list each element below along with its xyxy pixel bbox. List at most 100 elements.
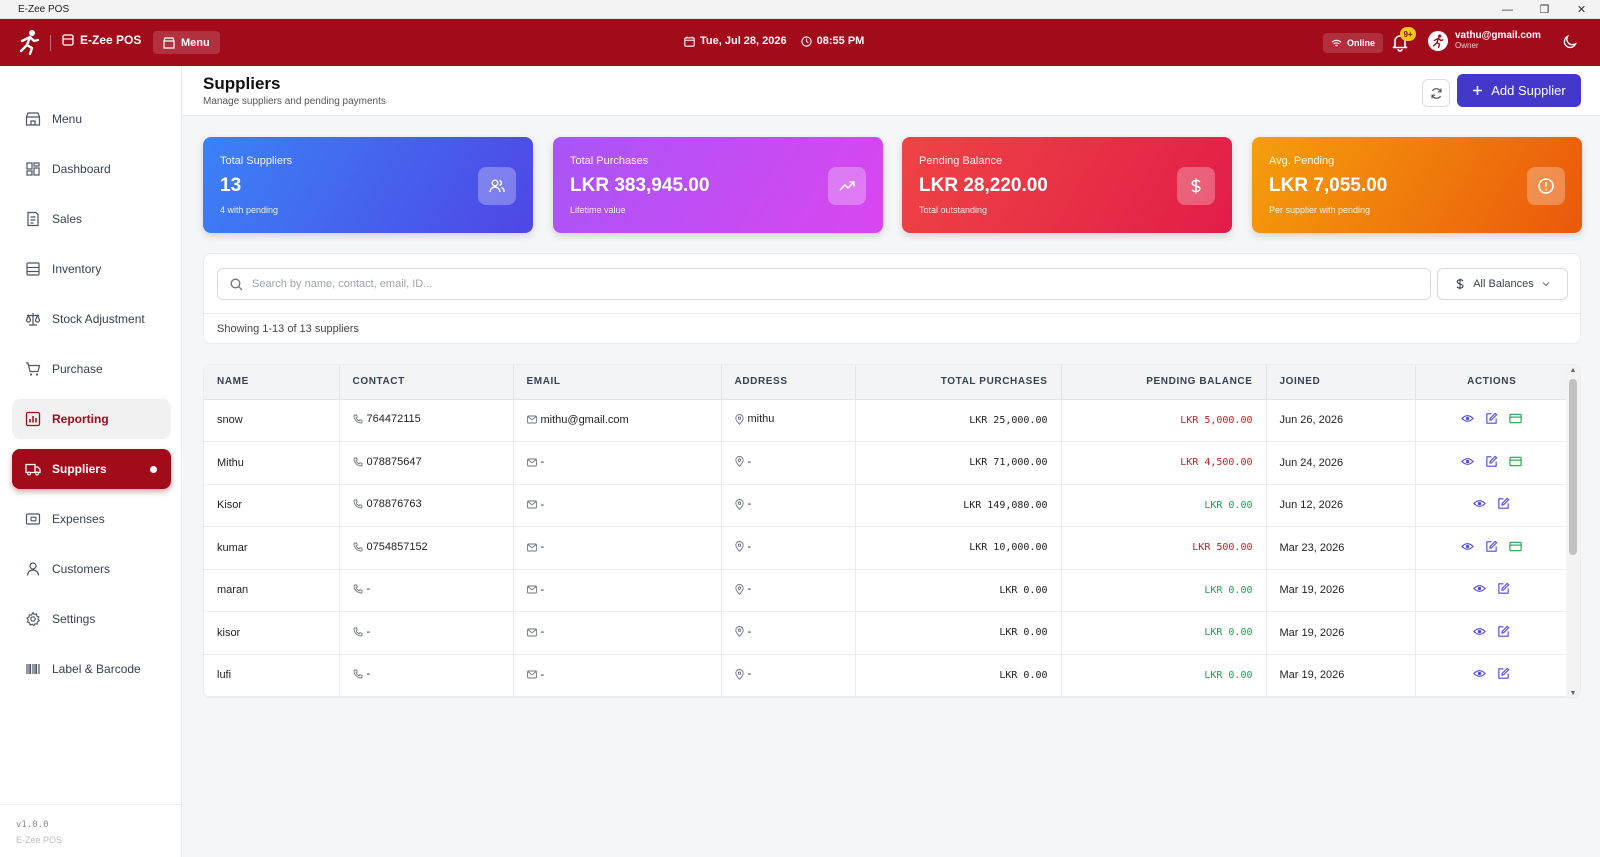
sidebar-item-label-barcode[interactable]: Label & Barcode xyxy=(12,649,171,689)
address-text: - xyxy=(747,540,752,553)
sidebar-item-reporting[interactable]: Reporting xyxy=(12,399,171,439)
supplier-contact: - xyxy=(339,654,514,697)
table-row[interactable]: snow 764472115 mithu@gmail.com mithu LKR 25,… xyxy=(204,399,1568,442)
phone-icon xyxy=(353,457,362,467)
app-header: E-Zee POS Menu Tue, Jul 28, 2026 08:55 P… xyxy=(0,19,1600,66)
column-header-name[interactable]: NAME xyxy=(204,365,340,400)
minimize-icon[interactable]: — xyxy=(1502,3,1513,16)
column-header-address[interactable]: ADDRESS xyxy=(721,365,856,400)
contact-text: 078876763 xyxy=(366,498,422,511)
view-icon[interactable] xyxy=(1473,582,1487,595)
view-icon[interactable] xyxy=(1473,497,1487,510)
sidebar-item-settings[interactable]: Settings xyxy=(12,599,171,639)
pending-balance: LKR 4,500.00 xyxy=(1061,441,1267,485)
restore-icon[interactable]: ❐ xyxy=(1539,4,1550,16)
supplier-email: mithu@gmail.com xyxy=(513,399,722,442)
supplier-contact: 764472115 xyxy=(339,399,514,442)
row-actions xyxy=(1415,441,1568,485)
plus-icon xyxy=(1473,86,1483,95)
address-text: mithu xyxy=(747,413,775,425)
edit-icon[interactable] xyxy=(1485,540,1498,553)
menu-button[interactable]: Menu xyxy=(153,31,220,54)
contact-text: - xyxy=(366,625,371,638)
scroll-up-icon[interactable]: ▲ xyxy=(1569,367,1577,374)
supplier-name: snow xyxy=(204,399,340,442)
edit-icon[interactable] xyxy=(1497,667,1510,680)
supplier-name: lufi xyxy=(204,654,340,697)
sidebar-item-suppliers[interactable]: Suppliers xyxy=(12,449,171,489)
chart-icon xyxy=(25,411,41,427)
user-menu[interactable]: vathu@gmail.com Owner xyxy=(1428,30,1541,51)
sidebar-item-purchase[interactable]: Purchase xyxy=(12,349,171,389)
trending-up-icon xyxy=(828,167,866,205)
close-icon[interactable]: ✕ xyxy=(1576,4,1587,16)
mail-icon xyxy=(526,543,537,551)
total-purchases: LKR 25,000.00 xyxy=(855,399,1062,442)
grid-icon xyxy=(26,162,40,176)
sidebar-item-sales[interactable]: Sales xyxy=(12,199,171,239)
sidebar-item-label: Label & Barcode xyxy=(52,662,141,676)
app-name: E-Zee POS xyxy=(16,835,63,845)
sidebar-item-label: Expenses xyxy=(52,512,105,526)
joined-date: Mar 19, 2026 xyxy=(1266,654,1416,697)
mail-icon xyxy=(526,585,537,594)
view-icon[interactable] xyxy=(1461,455,1475,468)
row-actions xyxy=(1415,569,1568,612)
column-header-joined[interactable]: JOINED xyxy=(1266,365,1416,400)
sidebar-item-expenses[interactable]: Expenses xyxy=(12,499,171,539)
total-purchases: LKR 149,080.00 xyxy=(855,484,1062,527)
supplier-contact: 078876763 xyxy=(339,484,514,527)
balance-filter-select[interactable]: All Balances xyxy=(1437,268,1568,300)
payment-card-icon[interactable] xyxy=(1509,540,1522,553)
column-header-pending-balance[interactable]: PENDING BALANCE xyxy=(1061,365,1267,400)
moon-icon[interactable] xyxy=(1562,34,1578,50)
view-icon[interactable] xyxy=(1461,412,1475,425)
edit-icon[interactable] xyxy=(1497,497,1510,510)
scroll-thumb[interactable] xyxy=(1569,379,1577,555)
date-time: Tue, Jul 28, 2026 08:55 PM xyxy=(684,35,864,47)
column-header-total-purchases[interactable]: TOTAL PURCHASES xyxy=(855,365,1062,400)
table-scrollbar[interactable]: ▲ ▼ xyxy=(1566,365,1580,697)
table-row[interactable]: Kisor 078876763 - - LKR 149,080.00 LKR 0.00 Ju… xyxy=(204,484,1568,527)
add-supplier-button[interactable]: Add Supplier xyxy=(1457,74,1581,107)
address-text: - xyxy=(747,625,752,638)
search-input[interactable] xyxy=(252,278,1402,290)
email-text: - xyxy=(540,668,545,681)
table-row[interactable]: maran - - - LKR 0.00 LKR 0.00 Mar 19, 2026 xyxy=(204,569,1568,612)
user-email: vathu@gmail.com xyxy=(1455,30,1541,41)
table-row[interactable]: Mithu 078875647 - - LKR 71,000.00 LKR 4,500.0… xyxy=(204,441,1568,485)
pending-balance: LKR 500.00 xyxy=(1061,526,1267,570)
sidebar-item-customers[interactable]: Customers xyxy=(12,549,171,589)
table-row[interactable]: kumar 0754857152 - - LKR 10,000.00 LKR 500.00… xyxy=(204,526,1568,570)
sidebar-item-stock-adjustment[interactable]: Stock Adjustment xyxy=(12,299,171,339)
sidebar-item-menu[interactable]: Menu xyxy=(12,99,171,139)
edit-icon[interactable] xyxy=(1485,455,1498,468)
column-header-contact[interactable]: CONTACT xyxy=(339,365,514,400)
payment-card-icon[interactable] xyxy=(1509,412,1522,425)
table-row[interactable]: kisor - - - LKR 0.00 LKR 0.00 Mar 19, 2026 xyxy=(204,611,1568,655)
page-subtitle: Manage suppliers and pending payments xyxy=(203,96,386,107)
stat-card-avg-pending: Avg. Pending LKR 7,055.00 Per supplier w… xyxy=(1252,137,1582,233)
stat-card-pending-balance: Pending Balance LKR 28,220.00 Total outs… xyxy=(902,137,1232,233)
suppliers-table: NAME CONTACT EMAIL ADDRESS TOTAL PURCHAS… xyxy=(203,364,1581,698)
refresh-button[interactable] xyxy=(1422,79,1450,107)
calendar-icon xyxy=(684,36,695,47)
sidebar-item-dashboard[interactable]: Dashboard xyxy=(12,149,171,189)
table-row[interactable]: lufi - - - LKR 0.00 LKR 0.00 Mar 19, 2026 xyxy=(204,654,1568,697)
page-title: Suppliers xyxy=(203,74,281,93)
view-icon[interactable] xyxy=(1473,667,1487,680)
column-header-email[interactable]: EMAIL xyxy=(513,365,722,400)
phone-icon xyxy=(353,542,362,552)
joined-date: Jun 26, 2026 xyxy=(1266,399,1416,442)
view-icon[interactable] xyxy=(1461,540,1475,553)
sidebar-item-inventory[interactable]: Inventory xyxy=(12,249,171,289)
payment-card-icon[interactable] xyxy=(1509,455,1522,468)
view-icon[interactable] xyxy=(1473,625,1487,638)
online-status: Online xyxy=(1323,33,1384,53)
edit-icon[interactable] xyxy=(1485,412,1498,425)
edit-icon[interactable] xyxy=(1497,582,1510,595)
avatar xyxy=(1428,30,1448,51)
scroll-down-icon[interactable]: ▼ xyxy=(1569,690,1577,697)
scale-icon xyxy=(25,313,41,326)
edit-icon[interactable] xyxy=(1497,625,1510,638)
